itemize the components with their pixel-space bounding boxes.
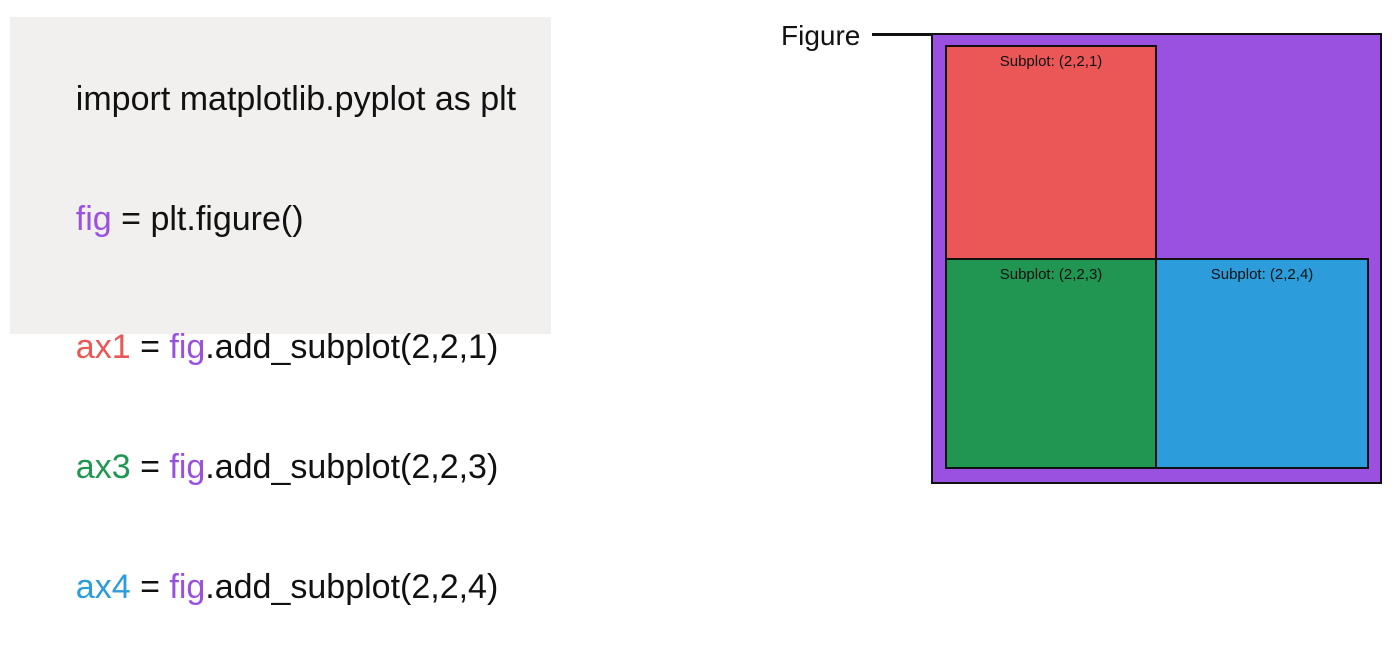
code-ax3-eq: =	[130, 448, 170, 486]
code-ax4-eq: =	[130, 568, 170, 606]
code-ax4-fig: fig	[169, 568, 206, 606]
subplot-2-2-3: Subplot: (2,2,3)	[945, 258, 1157, 469]
code-ax3-call: .add_subplot(2,2,3)	[205, 448, 499, 486]
figure-label: Figure	[781, 20, 861, 51]
code-line-import: import matplotlib.pyplot as plt	[38, 39, 551, 159]
subplot-2-2-4: Subplot: (2,2,4)	[1155, 258, 1369, 469]
code-ax1-var: ax1	[75, 328, 131, 366]
code-ax1-fig: fig	[169, 328, 206, 366]
code-ax1-call: .add_subplot(2,2,1)	[205, 328, 499, 366]
subplot-2-2-4-label: Subplot: (2,2,4)	[1210, 266, 1314, 283]
code-ax3-fig: fig	[169, 448, 206, 486]
code-ax1-eq: =	[130, 328, 170, 366]
subplot-2-2-3-label: Subplot: (2,2,3)	[999, 266, 1103, 283]
subplot-2-2-1-label: Subplot: (2,2,1)	[999, 53, 1103, 70]
code-ax3-var: ax3	[75, 448, 131, 486]
subplot-2-2-1: Subplot: (2,2,1)	[945, 45, 1157, 260]
code-ax4-var: ax4	[75, 568, 131, 606]
code-panel: import matplotlib.pyplot as plt fig = pl…	[10, 17, 551, 606]
code-fig-rest: = plt.figure()	[111, 200, 304, 238]
code-line-ax4: ax4 = fig.add_subplot(2,2,4)	[38, 527, 551, 647]
code-line-ax3: ax3 = fig.add_subplot(2,2,3)	[38, 407, 551, 527]
code-import-text: import matplotlib.pyplot as plt	[75, 80, 517, 118]
code-fig-var: fig	[75, 200, 112, 238]
code-line-fig: fig = plt.figure()	[38, 159, 551, 279]
code-line-ax1: ax1 = fig.add_subplot(2,2,1)	[38, 287, 551, 407]
code-ax4-call: .add_subplot(2,2,4)	[205, 568, 499, 606]
figure-pointer-line	[872, 33, 932, 36]
